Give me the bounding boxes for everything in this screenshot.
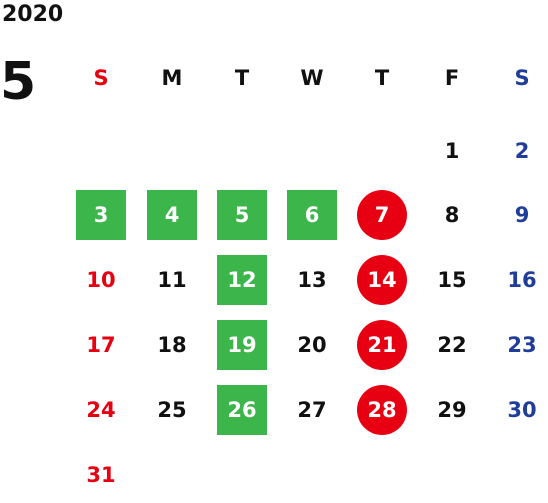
calendar-day[interactable]: 17 [86, 333, 116, 357]
weekday-label: W [300, 66, 324, 90]
calendar-day-holiday[interactable]: 4 [147, 190, 197, 240]
calendar-day[interactable]: 27 [297, 398, 327, 422]
calendar-day[interactable]: 23 [507, 333, 537, 357]
calendar-day-marked[interactable]: 28 [357, 385, 407, 435]
calendar-day-marked[interactable]: 14 [357, 255, 407, 305]
calendar-day[interactable]: 20 [297, 333, 327, 357]
calendar-day-holiday[interactable]: 26 [217, 385, 267, 435]
calendar-day-holiday[interactable]: 3 [76, 190, 126, 240]
calendar-day[interactable]: 29 [437, 398, 467, 422]
calendar-day-holiday[interactable]: 19 [217, 320, 267, 370]
calendar-day[interactable]: 11 [157, 268, 187, 292]
calendar-day[interactable]: 18 [157, 333, 187, 357]
calendar-day[interactable]: 31 [86, 463, 116, 487]
calendar-day[interactable]: 25 [157, 398, 187, 422]
weekday-label: S [514, 66, 530, 90]
calendar-day[interactable]: 24 [86, 398, 116, 422]
weekday-label: S [93, 66, 109, 90]
year-label: 2020 [2, 2, 64, 27]
calendar-day-holiday[interactable]: 5 [217, 190, 267, 240]
month-number: 5 [0, 52, 37, 112]
weekday-label: M [161, 66, 183, 90]
calendar-day[interactable]: 8 [444, 203, 460, 227]
calendar-day[interactable]: 10 [86, 268, 116, 292]
calendar-day[interactable]: 16 [507, 268, 537, 292]
calendar-day-marked[interactable]: 21 [357, 320, 407, 370]
weekday-label: T [374, 66, 390, 90]
calendar-day[interactable]: 15 [437, 268, 467, 292]
weekday-label: T [234, 66, 250, 90]
weekday-label: F [444, 66, 460, 90]
calendar-day[interactable]: 13 [297, 268, 327, 292]
calendar-day-marked[interactable]: 7 [357, 190, 407, 240]
calendar-day[interactable]: 30 [507, 398, 537, 422]
calendar-day[interactable]: 22 [437, 333, 467, 357]
calendar-day[interactable]: 1 [444, 139, 460, 163]
calendar-day-holiday[interactable]: 12 [217, 255, 267, 305]
calendar-day[interactable]: 9 [514, 203, 530, 227]
calendar-day-holiday[interactable]: 6 [287, 190, 337, 240]
calendar-day[interactable]: 2 [514, 139, 530, 163]
